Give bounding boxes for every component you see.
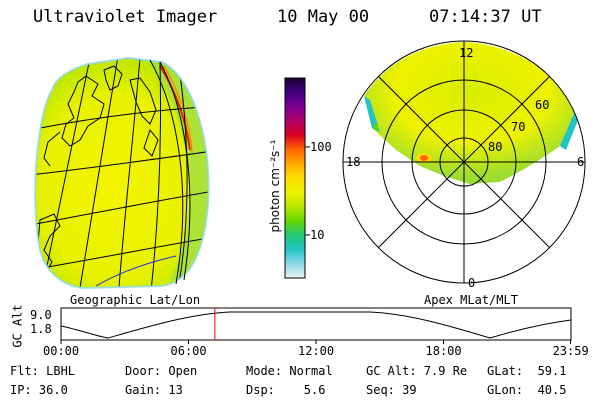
- altitude-y-tick-min: 1.8: [30, 322, 52, 336]
- status-glon: GLon: 40.5: [487, 383, 567, 397]
- altitude-y-tick-max: 9.0: [30, 308, 52, 322]
- status-gc-alt: GC Alt: 7.9 Re: [366, 364, 468, 378]
- status-filter: Flt: LBHL: [10, 364, 76, 378]
- altitude-ylabel: GC Alt: [10, 304, 25, 348]
- colorbar: [284, 77, 310, 279]
- polar-grid: [342, 40, 586, 284]
- altitude-plot-frame: [60, 307, 572, 341]
- geo-panel-label: Geographic Lat/Lon: [70, 293, 201, 307]
- status-door: Door: Open: [125, 364, 198, 378]
- polar-mlt-0: 0: [468, 276, 476, 290]
- polar-mlt-6: 6: [577, 155, 585, 169]
- polar-lat-60: 60: [535, 98, 550, 112]
- status-seq: Seq: 39: [366, 383, 417, 397]
- polar-lat-70: 70: [511, 120, 526, 134]
- colorbar-tick-10: 10: [310, 228, 325, 242]
- instrument-title: Ultraviolet Imager: [33, 7, 218, 27]
- polar-aurora-image: [364, 42, 578, 184]
- polar-lat-80: 80: [488, 140, 503, 154]
- status-glat: GLat: 59.1: [487, 364, 567, 378]
- altitude-x-tick-label: 23:59: [552, 344, 589, 358]
- altitude-x-tick-label: 06:00: [170, 344, 207, 358]
- status-gain: Gain: 13: [125, 383, 183, 397]
- altitude-x-tick-label: 12:00: [298, 344, 335, 358]
- status-ip: IP: 36.0: [10, 383, 68, 397]
- status-dsp: Dsp: 5.6: [246, 383, 326, 397]
- altitude-x-tick-label: 18:00: [425, 344, 462, 358]
- altitude-curve: [60, 311, 572, 339]
- time-label: 07:14:37 UT: [429, 7, 542, 27]
- polar-mlt-12: 12: [459, 46, 474, 60]
- geo-coastlines: [35, 65, 159, 277]
- status-mode: Mode: Normal: [246, 364, 333, 378]
- altitude-x-tick-marks: [60, 340, 572, 344]
- polar-mlt-18: 18: [346, 155, 361, 169]
- altitude-x-tick-label: 00:00: [43, 344, 80, 358]
- colorbar-tick-100: 100: [310, 140, 332, 154]
- date-label: 10 May 00: [277, 7, 370, 27]
- geo-aurora-image: [35, 58, 209, 288]
- polar-panel-label: Apex MLat/MLT: [424, 293, 518, 307]
